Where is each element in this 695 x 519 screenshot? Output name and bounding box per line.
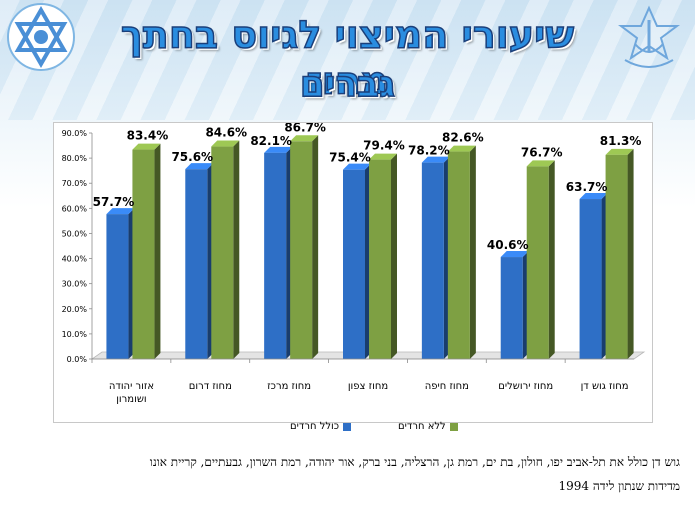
- y-tick-label: 60.0%: [62, 204, 88, 213]
- bar-series2: [605, 154, 628, 359]
- y-tick-label: 40.0%: [62, 255, 88, 264]
- footnote-line-1: גוש דן כולל את תל-אביב יפו, חולון, בת ים…: [149, 455, 680, 469]
- bar-series2-top: [447, 145, 476, 152]
- header-background: [0, 0, 695, 120]
- idf-emblem-icon: [618, 5, 680, 68]
- star-of-david-emblem-icon: [7, 3, 75, 71]
- bar-series2-top: [211, 140, 240, 147]
- legend-item-series1: כולל חרדים: [290, 421, 352, 432]
- data-label-series2: 86.7%: [284, 123, 326, 134]
- x-tick-label: מחוז דרום: [189, 381, 232, 392]
- legend-label-series1: כולל חרדים: [290, 421, 340, 432]
- x-tick-label: מחוז מרכז: [267, 381, 311, 392]
- bar-series2-side: [154, 143, 161, 359]
- y-tick-label: 50.0%: [62, 229, 88, 238]
- bar-series2-top: [526, 160, 555, 167]
- bar-chart: 0.0% 10.0% 20.0% 30.0% 40.0% 50.0% 60.0% 70.0% 8…: [62, 123, 646, 405]
- data-label-series2: 82.6%: [442, 131, 484, 145]
- bar-series2: [132, 149, 155, 359]
- bar-series2: [211, 146, 234, 359]
- bar-series1: [421, 162, 444, 359]
- bar-series2-top: [290, 135, 319, 142]
- data-label-series1: 75.6%: [171, 150, 213, 164]
- bar-series1-top: [264, 146, 293, 153]
- bar-series2-side: [548, 160, 555, 359]
- bar-series1: [343, 169, 365, 359]
- bar-series1-top: [579, 193, 608, 200]
- bar-series1-top: [500, 251, 529, 258]
- data-label-series1: 75.4%: [329, 151, 371, 165]
- bar-series2-side: [469, 145, 476, 359]
- data-label-series2: 83.4%: [127, 129, 169, 143]
- data-label-series1: 78.2%: [408, 144, 450, 158]
- bar-series2: [447, 151, 470, 359]
- y-tick-label: 20.0%: [62, 305, 88, 314]
- x-tick-label: מחוז צפון: [348, 381, 388, 392]
- y-tick-label: 30.0%: [62, 280, 88, 289]
- y-tick-label: 0.0%: [67, 355, 88, 364]
- page-title-line-1: שיעורי המיצוי לגיוס בחתך מחוז: [120, 12, 575, 104]
- bar-series2-top: [605, 148, 634, 155]
- bar-series1-top: [421, 156, 450, 163]
- y-tick-label: 90.0%: [62, 129, 88, 138]
- chart-container: 0.0% 10.0% 20.0% 30.0% 40.0% 50.0% 60.0% 70.0% 8…: [53, 122, 653, 423]
- x-tick-label: אזור יהודה: [109, 381, 154, 392]
- data-label-series2: 76.7%: [521, 145, 563, 159]
- bar-series2-side: [627, 148, 634, 359]
- legend-swatch-series1: [343, 422, 352, 431]
- y-tick-label: 70.0%: [62, 179, 88, 188]
- chart-legend: כולל חרדים ללא חרדים: [290, 421, 490, 435]
- y-tick-label: 10.0%: [62, 330, 88, 339]
- bar-series2: [369, 159, 391, 359]
- bar-series2-top: [369, 153, 397, 160]
- bar-series1-top: [343, 163, 371, 170]
- y-tick-label: 80.0%: [62, 154, 88, 163]
- bar-series2: [526, 166, 549, 359]
- bar-series1: [264, 152, 287, 359]
- data-label-series1: 82.1%: [250, 134, 292, 148]
- legend-label-series2: ללא חרדים: [398, 421, 446, 432]
- x-tick-label: מחוז ירושלים: [498, 381, 553, 392]
- bar-series2-side: [233, 140, 240, 359]
- data-label-series1: 40.6%: [487, 238, 529, 252]
- bar-series1: [106, 214, 129, 359]
- x-tick-label: ושומרון: [116, 394, 146, 405]
- bar-series1: [185, 169, 208, 359]
- bar-series2-side: [391, 153, 397, 359]
- data-label-series2: 79.4%: [363, 139, 405, 153]
- x-tick-label: מחוז גוש דן: [581, 381, 629, 392]
- bar-series2-top: [132, 143, 161, 150]
- bar-series1: [579, 199, 602, 359]
- bar-series2: [290, 141, 313, 359]
- legend-swatch-series2: [449, 422, 458, 431]
- page-title-line-2: גברים: [299, 63, 396, 106]
- data-label-series1: 63.7%: [566, 180, 608, 194]
- bar-series2-side: [312, 135, 319, 359]
- footnote: גוש דן כולל את תל-אביב יפו, חולון, בת ים…: [20, 450, 680, 498]
- bar-series1-top: [106, 208, 135, 215]
- footnote-line-2: מדידות שנתון לידה 1994: [558, 479, 680, 493]
- data-label-series1: 57.7%: [93, 195, 135, 209]
- bar-series1-top: [185, 163, 214, 170]
- data-label-series2: 81.3%: [600, 134, 642, 148]
- data-label-series2: 84.6%: [205, 126, 247, 140]
- bar-series1: [500, 257, 523, 359]
- legend-item-series2: ללא חרדים: [398, 421, 458, 432]
- x-tick-label: מחוז חיפה: [425, 381, 469, 392]
